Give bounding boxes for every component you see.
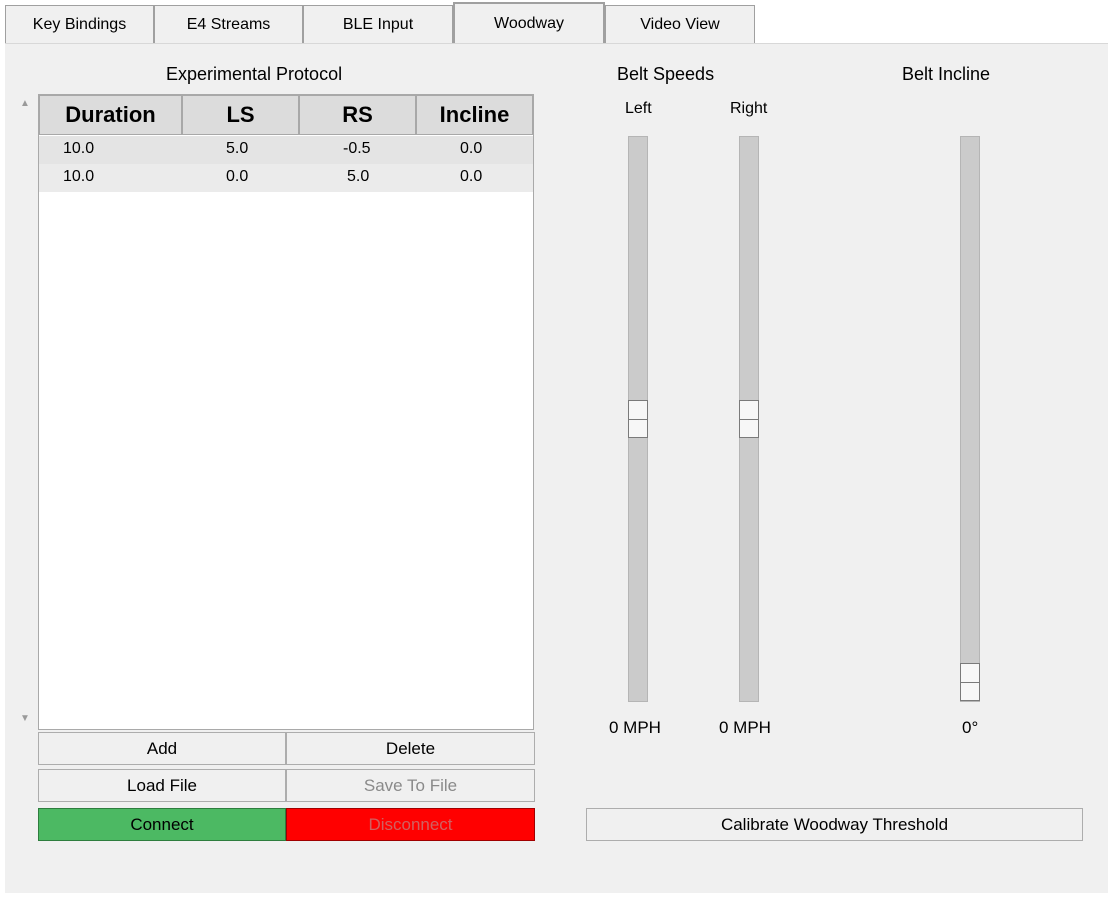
belt-speeds-title: Belt Speeds [617, 64, 715, 84]
add-button[interactable]: Add [38, 732, 286, 765]
table-cell: 5.0 [226, 140, 249, 157]
tab-video-view[interactable]: Video View [605, 5, 755, 43]
left-speed-readout: 0 MPH [609, 718, 661, 737]
column-header-rs[interactable]: RS [299, 95, 416, 135]
woodway-panel: Experimental Protocol ▲ ▼ Duration LS RS… [5, 43, 1108, 893]
incline-slider-thumb[interactable] [960, 663, 980, 701]
delete-button[interactable]: Delete [286, 732, 535, 765]
load-file-button[interactable]: Load File [38, 769, 286, 802]
calibrate-woodway-threshold-button[interactable]: Calibrate Woodway Threshold [586, 808, 1083, 841]
right-speed-slider-thumb[interactable] [739, 400, 759, 438]
incline-slider[interactable] [960, 136, 980, 702]
disconnect-button[interactable]: Disconnect [286, 808, 535, 841]
table-cell: 0.0 [226, 168, 249, 185]
belt-incline-title: Belt Incline [902, 64, 991, 84]
tab-ble-input[interactable]: BLE Input [303, 5, 453, 43]
tab-key-bindings[interactable]: Key Bindings [5, 5, 154, 43]
connect-button[interactable]: Connect [38, 808, 286, 841]
scroll-up-icon[interactable]: ▲ [20, 98, 30, 109]
table-cell: 5.0 [347, 168, 370, 185]
incline-readout: 0° [962, 718, 979, 737]
left-speed-label: Left [625, 100, 652, 117]
left-speed-slider-thumb[interactable] [628, 400, 648, 438]
protocol-title: Experimental Protocol [166, 64, 343, 84]
table-header: Duration LS RS Incline [39, 95, 533, 135]
table-row[interactable]: 10.0 5.0 -0.5 0.0 [39, 136, 533, 164]
right-speed-label: Right [730, 100, 768, 117]
table-cell: 0.0 [460, 168, 483, 185]
right-speed-slider[interactable] [739, 136, 759, 702]
column-header-ls[interactable]: LS [182, 95, 299, 135]
tab-e4-streams[interactable]: E4 Streams [154, 5, 303, 43]
protocol-table[interactable]: Duration LS RS Incline 10.0 5.0 -0.5 0.0… [38, 94, 534, 730]
save-to-file-button[interactable]: Save To File [286, 769, 535, 802]
table-cell: 0.0 [460, 140, 483, 157]
column-header-duration[interactable]: Duration [39, 95, 182, 135]
table-cell: 10.0 [63, 140, 95, 157]
table-row[interactable]: 10.0 0.0 5.0 0.0 [39, 164, 533, 192]
column-header-incline[interactable]: Incline [416, 95, 533, 135]
right-speed-readout: 0 MPH [719, 718, 771, 737]
tab-woodway[interactable]: Woodway [453, 2, 605, 44]
left-speed-slider[interactable] [628, 136, 648, 702]
table-cell: -0.5 [343, 140, 371, 157]
scroll-down-icon[interactable]: ▼ [20, 713, 30, 724]
table-cell: 10.0 [63, 168, 95, 185]
